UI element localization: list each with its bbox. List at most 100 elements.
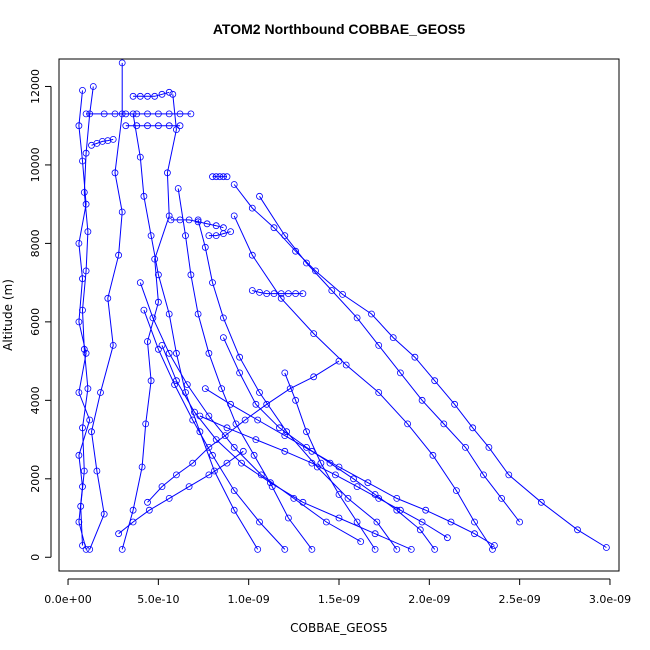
x-tick-label: 2.5e-09 [499,593,541,606]
series-layer [75,59,610,553]
data-point [275,424,283,432]
x-tick-label: 1.5e-09 [318,593,360,606]
data-point [136,279,144,287]
data-point [283,428,291,436]
data-point [389,334,397,342]
data-point [223,424,231,432]
series-line [171,219,224,229]
data-point [303,259,310,267]
series-11 [256,192,523,526]
series-line [222,337,436,550]
y-tick-label: 4000 [29,386,42,414]
data-point [252,400,260,408]
data-point [248,204,256,212]
data-point [205,443,213,451]
data-point [122,122,130,130]
data-point [149,314,157,322]
data-point [205,412,213,420]
data-point [147,377,155,385]
data-point [189,459,197,467]
data-point [82,349,90,357]
data-point [104,294,112,302]
data-point [111,110,119,118]
y-tick-label: 12000 [29,69,42,104]
data-point [154,122,162,130]
data-point [165,110,173,118]
data-point [109,135,117,143]
series-line [197,219,398,550]
data-point [75,239,83,247]
data-point [498,494,506,502]
y-tick-label: 2000 [29,465,42,493]
data-point [185,216,193,224]
data-point [144,498,151,506]
data-point [342,361,350,369]
y-tick-label: 6000 [29,308,42,336]
data-point [407,546,415,553]
series-4 [118,90,180,553]
data-point [79,306,86,314]
y-tick-label: 8000 [29,229,42,257]
data-point [263,400,271,408]
data-point [97,389,104,396]
data-point [462,443,469,451]
data-point [115,530,122,538]
data-point [183,381,191,389]
data-point [86,546,94,553]
data-point [250,451,258,459]
data-point [429,451,437,459]
data-point [79,87,86,94]
series-line [91,138,114,146]
data-point [256,192,263,200]
data-point [165,88,173,96]
data-point [221,432,229,440]
data-point [371,546,379,553]
data-point [203,220,211,228]
data-point [516,518,523,526]
plot-frame [58,58,620,572]
data-point [84,385,92,393]
data-point [133,110,141,118]
data-point [308,447,316,455]
y-tick-label: 10000 [29,147,42,182]
data-point [75,318,83,326]
x-tick-label: 0.0e+00 [44,593,91,606]
data-point [201,385,209,393]
data-point [292,290,300,298]
data-point [292,247,300,255]
series-line [80,86,94,546]
series-line [118,450,244,535]
series-10 [230,181,610,551]
data-point [115,251,122,259]
data-point [129,92,137,100]
data-point [145,506,153,514]
x-tick-label: 3.0e-09 [589,593,631,606]
data-point [209,451,216,459]
series-8 [219,334,439,553]
data-point [154,298,162,306]
data-point [144,338,151,345]
data-point [133,122,141,130]
data-point [230,443,238,451]
data-point [418,518,426,526]
data-point [373,518,381,526]
y-axis: 0 2000 4000 6000 8000 10000 12000 [29,69,52,561]
data-point [75,451,83,459]
data-point [308,459,316,467]
data-point [79,542,86,549]
data-point [537,498,545,506]
data-point [165,494,173,502]
data-point [140,192,148,200]
series-24 [167,216,227,232]
data-point [236,369,244,377]
series-9 [230,212,496,553]
data-point [335,357,343,365]
series-18 [196,412,451,542]
data-point [187,110,195,118]
data-point [194,218,202,226]
data-point [431,546,439,553]
data-point [210,467,218,475]
x-axis-title: COBBAE_GEOS5 [290,621,388,635]
data-point [480,471,487,479]
data-point [490,542,498,549]
